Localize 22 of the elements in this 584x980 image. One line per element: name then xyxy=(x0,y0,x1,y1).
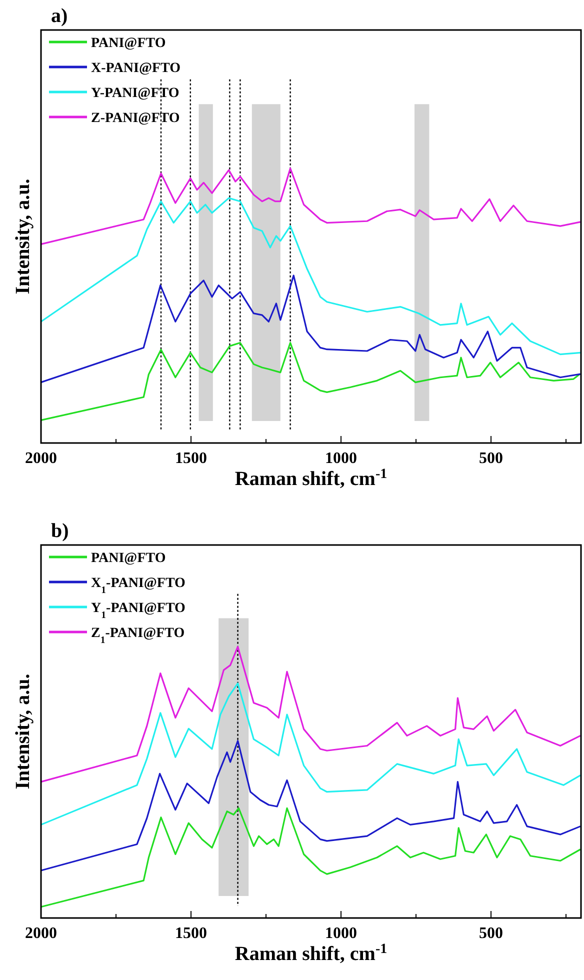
legend-label: PANI@FTO xyxy=(91,551,166,566)
x-tick-label: 500 xyxy=(479,450,503,467)
legend-label: Y$_{1}$-PANI@FTO xyxy=(91,601,186,620)
y-axis-title: Intensity, a.u. xyxy=(12,674,34,790)
legend-label: Z$_{1}$-PANI@FTO xyxy=(91,626,185,646)
x-tick-label: 1000 xyxy=(325,925,357,942)
x-axis-title: Raman shift, cm$^{-1}$ xyxy=(234,942,388,965)
legend-label: PANI@FTO xyxy=(91,36,166,51)
x-tick-label: 2000 xyxy=(25,925,57,942)
x-tick-label: 1500 xyxy=(175,450,207,467)
x-tick-label: 1500 xyxy=(175,925,207,942)
x-tick-label: 2000 xyxy=(25,450,57,467)
x-axis-title: Raman shift, cm$^{-1}$ xyxy=(234,466,388,490)
chart-title: b) xyxy=(51,520,69,542)
legend-label: Z-PANI@FTO xyxy=(91,111,180,126)
legend-label: X$_{1}$-PANI@FTO xyxy=(91,576,186,596)
chart-title: a) xyxy=(51,5,68,27)
x-tick-label: 500 xyxy=(479,925,503,942)
y-axis-title: Intensity, a.u. xyxy=(12,178,34,294)
x-tick-label: 1000 xyxy=(325,450,357,467)
legend-label: X-PANI@FTO xyxy=(91,61,181,76)
legend-label: Y-PANI@FTO xyxy=(91,86,180,101)
